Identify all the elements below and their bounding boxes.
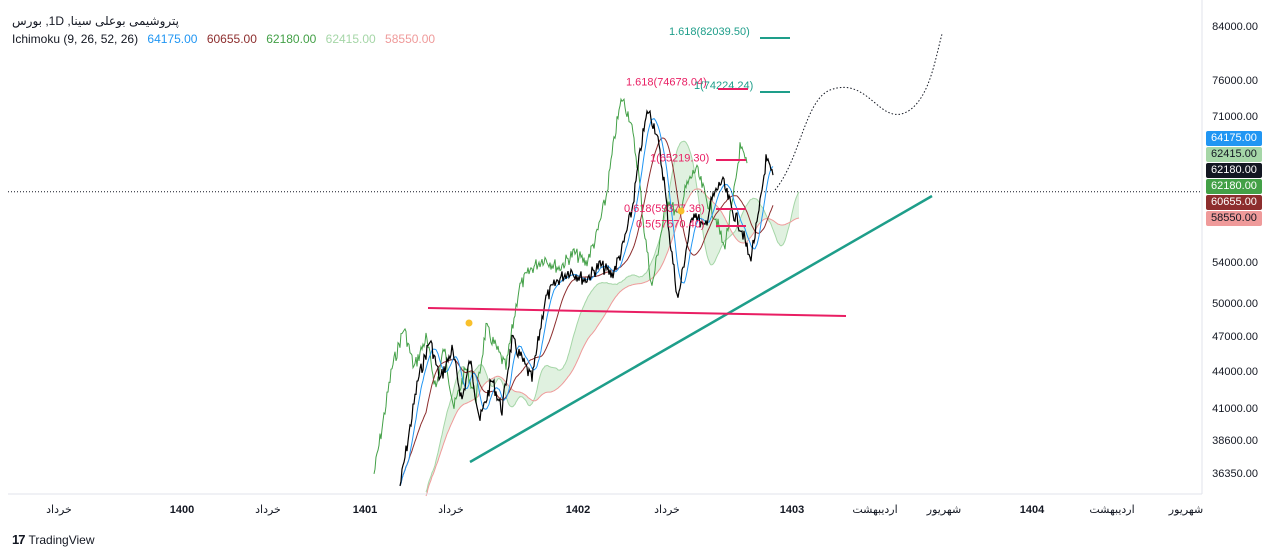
- span-a-line: [425, 140, 800, 493]
- price-badge: 62180.00: [1206, 179, 1262, 194]
- legend-value-tenkan: 64175.00: [147, 32, 198, 46]
- axes: 84000.00 76000.00 71000.00 54000.00 50000.00…: [8, 0, 1258, 516]
- price-badge: 62180.00: [1206, 163, 1262, 178]
- y-tick-label: 54000.00: [1212, 257, 1258, 269]
- x-tick-label: خرداد: [46, 504, 72, 516]
- y-tick-label: 47000.00: [1212, 331, 1258, 343]
- legend-value-chikou: 62180.00: [266, 32, 317, 46]
- y-tick-label: 71000.00: [1212, 111, 1258, 123]
- x-tick-label: 1403: [780, 504, 804, 516]
- legend-symbol: پتروشیمی بوعلی سینا, 1D, بورس: [12, 14, 179, 28]
- tradingview-brand: TradingView: [28, 532, 95, 547]
- fib-level-label: 0.618(59377.36): [624, 203, 705, 215]
- ichimoku-cloud: [426, 141, 799, 496]
- footer-brand[interactable]: 17 TradingView: [12, 532, 95, 547]
- legend-indicator: Ichimoku (9, 26, 52, 26): [12, 32, 139, 46]
- support-line: [427, 307, 847, 317]
- legend-value-span-b: 58550.00: [385, 32, 436, 46]
- price-badge: 60655.00: [1206, 195, 1262, 210]
- x-tick-label: خرداد: [255, 504, 281, 516]
- x-tick-label: 1400: [170, 504, 194, 516]
- x-tick-label: خرداد: [438, 504, 464, 516]
- x-tick-label: 1401: [353, 504, 377, 516]
- x-tick-label: اردیبهشت: [1089, 504, 1134, 516]
- chikou-line: [373, 97, 748, 475]
- plot-area: [373, 97, 800, 497]
- signal-marker: [677, 207, 685, 215]
- price-line: [399, 109, 774, 487]
- y-tick-label: 50000.00: [1212, 298, 1258, 310]
- legend-indicator-row: Ichimoku (9, 26, 52, 26) 64175.00 60655.…: [12, 30, 441, 48]
- price-badge: 62415.00: [1206, 147, 1262, 162]
- fib-level-label: 1.618(74678.04): [626, 77, 707, 89]
- y-tick-label: 76000.00: [1212, 75, 1258, 87]
- fib-level-label: 1.618(82039.50): [669, 26, 750, 38]
- x-tick-label: اردیبهشت: [852, 504, 897, 516]
- projection-path: [774, 33, 943, 191]
- fib-level-label: 1(65219.30): [650, 153, 709, 165]
- legend-value-span-a: 62415.00: [325, 32, 376, 46]
- signal-marker: [465, 319, 473, 327]
- fib-level-label: 0.5(57570.40): [636, 218, 705, 230]
- y-tick-label: 36350.00: [1212, 468, 1258, 480]
- tradingview-logo-icon: 17: [12, 532, 26, 547]
- x-tick-label: 1402: [566, 504, 590, 516]
- x-tick-label: شهریور: [926, 504, 961, 516]
- legend: پتروشیمی بوعلی سینا, 1D, بورس Ichimoku (…: [12, 12, 441, 48]
- drawings: 1.618(82039.50)1.618(74678.04)1(74224.24…: [8, 26, 1202, 464]
- y-tick-label: 84000.00: [1212, 21, 1258, 33]
- y-tick-label: 44000.00: [1212, 366, 1258, 378]
- ascending-trendline: [469, 194, 933, 464]
- y-tick-label: 38600.00: [1212, 435, 1258, 447]
- price-badge: 58550.00: [1206, 211, 1262, 226]
- price-badge: 64175.00: [1206, 131, 1262, 146]
- kijun-line: [399, 137, 774, 487]
- span-b-line: [425, 188, 800, 497]
- x-tick-label: خرداد: [654, 504, 680, 516]
- tenkan-line: [399, 117, 774, 487]
- legend-value-kijun: 60655.00: [206, 32, 257, 46]
- x-tick-label: شهریور: [1168, 504, 1203, 516]
- x-tick-label: 1404: [1020, 504, 1045, 516]
- y-tick-label: 41000.00: [1212, 403, 1258, 415]
